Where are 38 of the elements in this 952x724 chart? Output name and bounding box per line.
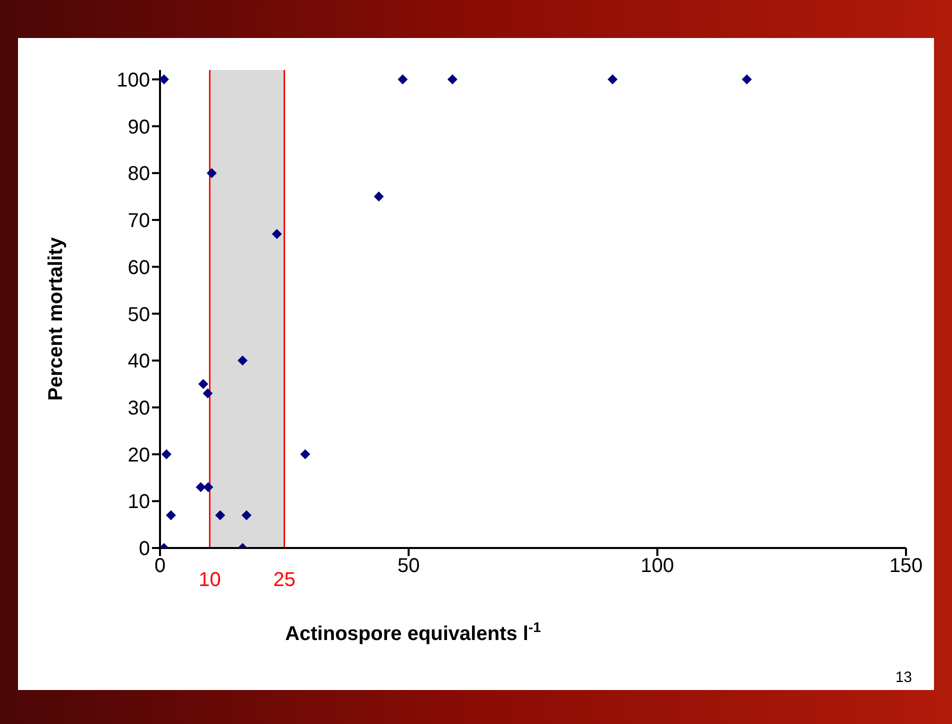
y-tick-label: 40 [128, 350, 150, 373]
point [203, 482, 214, 492]
y-tick-label: 50 [128, 304, 150, 326]
point [447, 74, 458, 84]
point [398, 74, 408, 84]
point [196, 482, 206, 492]
point [374, 192, 384, 202]
point [160, 74, 169, 84]
point [166, 510, 176, 520]
point [608, 74, 618, 84]
x-axis-title: Actinospore equivalents l$^{-1}$ [285, 619, 542, 645]
y-axis-title: Percent mortality [45, 236, 67, 401]
x-tick-label: 0 [154, 555, 166, 578]
point [206, 168, 217, 178]
point [272, 229, 282, 240]
x-tick-label: 50 [398, 555, 420, 578]
y-tick-label: 100 [116, 69, 150, 92]
y-tick-label: 60 [128, 256, 150, 279]
point [215, 510, 226, 520]
point [300, 449, 310, 460]
point [161, 449, 172, 460]
point [242, 510, 252, 520]
ref-line-label: 25 [273, 569, 296, 591]
text: 13 [895, 669, 912, 686]
y-tick-label: 70 [128, 210, 150, 232]
point [742, 74, 752, 84]
y-tick-label: 90 [128, 116, 150, 138]
y-tick-label: 30 [128, 398, 150, 420]
x-tick-label: 100 [640, 555, 674, 578]
point [198, 378, 208, 389]
y-tick-label: 0 [138, 538, 150, 560]
y-tick-label: 20 [128, 444, 150, 466]
y-tick-label: 10 [128, 491, 150, 514]
y-tick-label: 80 [128, 163, 150, 186]
ref-line-label: 10 [198, 569, 221, 591]
point [238, 356, 248, 366]
point [202, 388, 213, 398]
x-tick-label: 150 [889, 555, 923, 578]
